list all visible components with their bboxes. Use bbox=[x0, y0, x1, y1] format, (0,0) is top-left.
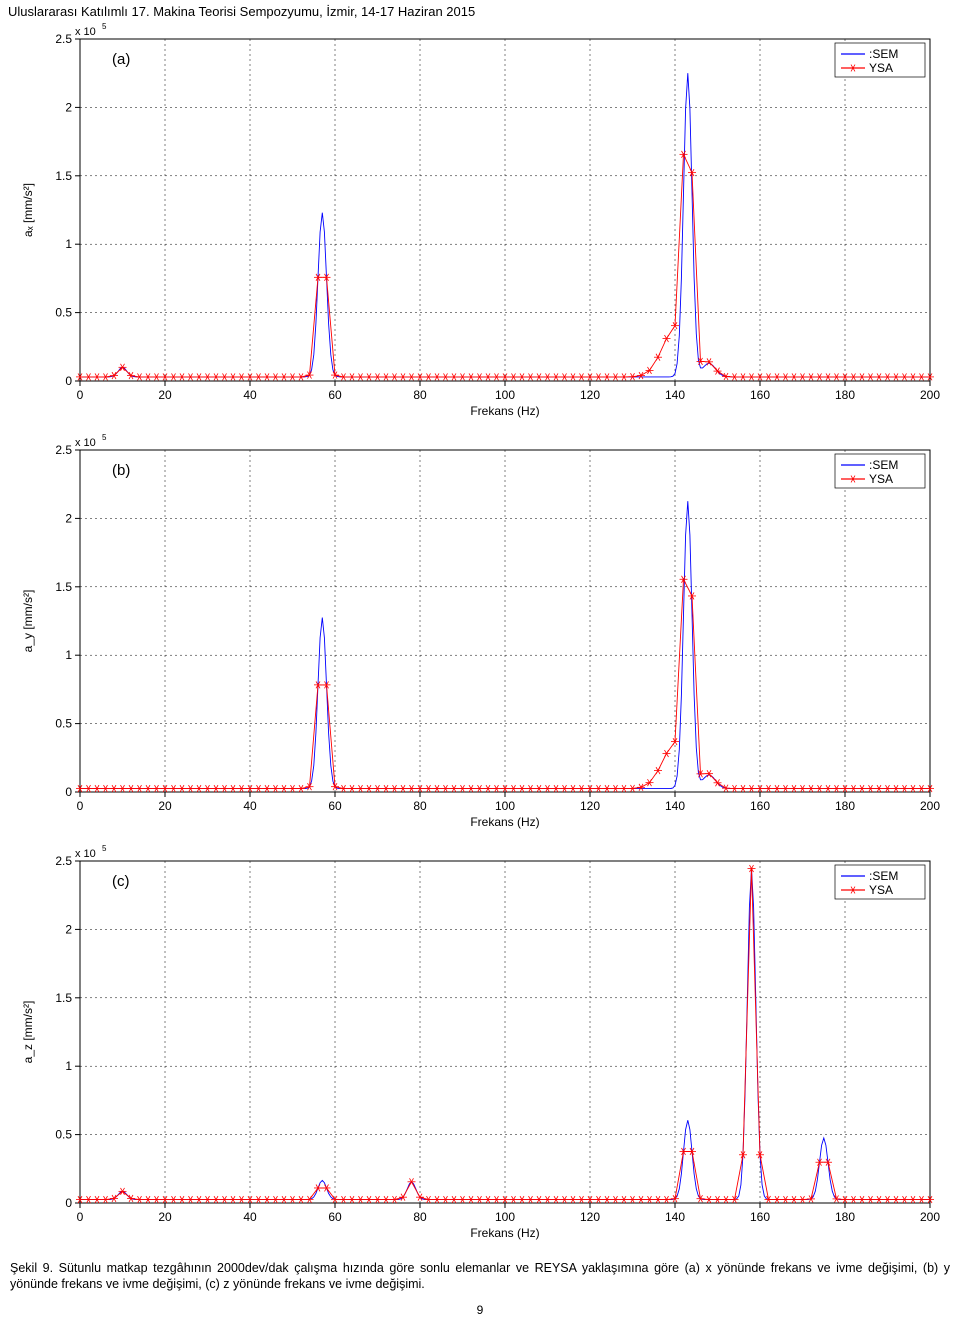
xtick-label: 140 bbox=[665, 799, 685, 813]
ytick-label: 2.5 bbox=[55, 854, 72, 868]
xtick-label: 120 bbox=[580, 1210, 600, 1224]
legend-sem-label: :SEM bbox=[869, 869, 898, 883]
y-axis-exponent-sup: 5 bbox=[102, 22, 107, 31]
ytick-label: 2 bbox=[65, 922, 72, 936]
chart-panel-c: 0 20 40 60 80 100 120 140 160 180 200 0 0.5 1 1.5 2 2.5 F… bbox=[10, 843, 950, 1243]
legend: :SEM YSA bbox=[835, 454, 925, 488]
xtick-label: 100 bbox=[495, 799, 515, 813]
xtick-label: 60 bbox=[328, 388, 342, 402]
xtick-label: 80 bbox=[413, 388, 427, 402]
ytick-label: 0 bbox=[65, 1196, 72, 1210]
ytick-label: 2 bbox=[65, 100, 72, 114]
xtick-label: 180 bbox=[835, 388, 855, 402]
xtick-label: 40 bbox=[243, 1210, 257, 1224]
xtick-label: 80 bbox=[413, 1210, 427, 1224]
xtick-label: 100 bbox=[495, 1210, 515, 1224]
y-axis-exponent-sup: 5 bbox=[102, 844, 107, 853]
y-axis-exponent-sup: 5 bbox=[102, 433, 107, 442]
legend-ysa-label: YSA bbox=[869, 61, 893, 75]
ytick-label: 0.5 bbox=[55, 1128, 72, 1142]
ytick-label: 1.5 bbox=[55, 991, 72, 1005]
xtick-label: 140 bbox=[665, 1210, 685, 1224]
ytick-label: 1 bbox=[65, 1059, 72, 1073]
xtick-label: 180 bbox=[835, 1210, 855, 1224]
xtick-label: 60 bbox=[328, 799, 342, 813]
ytick-label: 2.5 bbox=[55, 443, 72, 457]
xtick-label: 160 bbox=[750, 1210, 770, 1224]
charts-container: 02040608010012014016018020000.511.522.5F… bbox=[0, 21, 960, 1248]
xtick-label: 160 bbox=[750, 388, 770, 402]
y-axis-label: a_y [mm/s²] bbox=[21, 590, 35, 653]
chart-panel-b: 0 20 40 60 80 100 120 140 160 180 200 0 0.5 1 1.5 2 2.5 F… bbox=[10, 432, 950, 832]
panel-label-c: (c) bbox=[112, 873, 130, 890]
ytick-label: 1 bbox=[65, 237, 72, 251]
xtick-label: 60 bbox=[328, 1210, 342, 1224]
figure-caption: Şekil 9. Sütunlu matkap tezgâhının 2000d… bbox=[0, 1254, 960, 1297]
ytick-label: 0.5 bbox=[55, 717, 72, 731]
xtick-label: 40 bbox=[243, 799, 257, 813]
y-axis-exponent: x 10 bbox=[75, 848, 96, 860]
xtick-label: 100 bbox=[495, 388, 515, 402]
xtick-label: 40 bbox=[243, 388, 257, 402]
xtick-label: 0 bbox=[77, 388, 84, 402]
legend-sem-label: :SEM bbox=[869, 458, 898, 472]
xtick-label: 20 bbox=[158, 388, 172, 402]
x-axis-label: Frekans (Hz) bbox=[470, 1226, 539, 1240]
panel-label-a: (a) bbox=[112, 51, 130, 68]
chart-wrap-c: 0 20 40 60 80 100 120 140 160 180 200 0 0.5 1 1.5 2 2.5 F… bbox=[10, 843, 950, 1248]
y-axis-label: a_z [mm/s²] bbox=[21, 1001, 35, 1064]
xtick-label: 200 bbox=[920, 1210, 940, 1224]
ytick-label: 0 bbox=[65, 785, 72, 799]
ytick-label: 1.5 bbox=[55, 580, 72, 594]
chart-panel-a: 0 20 40 60 80 100 120 140 160 180 200 0 0.5 1 1.5 2 2.5 F… bbox=[10, 21, 950, 421]
legend-ysa-label: YSA bbox=[869, 883, 893, 897]
xtick-label: 0 bbox=[77, 799, 84, 813]
xtick-label: 140 bbox=[665, 388, 685, 402]
ytick-label: 0 bbox=[65, 374, 72, 388]
x-axis-label: Frekans (Hz) bbox=[470, 815, 539, 829]
ytick-label: 1.5 bbox=[55, 169, 72, 183]
ytick-label: 2 bbox=[65, 511, 72, 525]
xtick-label: 200 bbox=[920, 799, 940, 813]
ytick-label: 2.5 bbox=[55, 32, 72, 46]
xtick-label: 120 bbox=[580, 388, 600, 402]
ytick-label: 0.5 bbox=[55, 306, 72, 320]
xtick-label: 20 bbox=[158, 1210, 172, 1224]
xtick-label: 0 bbox=[77, 1210, 84, 1224]
legend: :SEM YSA bbox=[835, 865, 925, 899]
legend-ysa-label: YSA bbox=[869, 472, 893, 486]
legend: :SEM YSA bbox=[835, 43, 925, 77]
y-axis-exponent: x 10 bbox=[75, 437, 96, 449]
page-number: 9 bbox=[0, 1297, 960, 1317]
xtick-label: 200 bbox=[920, 388, 940, 402]
page-container: Uluslararası Katılımlı 17. Makina Teoris… bbox=[0, 0, 960, 1317]
y-axis-exponent: x 10 bbox=[75, 26, 96, 38]
chart-wrap-b: 0 20 40 60 80 100 120 140 160 180 200 0 0.5 1 1.5 2 2.5 F… bbox=[10, 432, 950, 837]
xtick-label: 120 bbox=[580, 799, 600, 813]
x-axis-label: Frekans (Hz) bbox=[470, 404, 539, 418]
xtick-label: 160 bbox=[750, 799, 770, 813]
ytick-label: 1 bbox=[65, 648, 72, 662]
panel-label-b: (b) bbox=[112, 462, 130, 479]
xtick-label: 80 bbox=[413, 799, 427, 813]
page-header: Uluslararası Katılımlı 17. Makina Teoris… bbox=[0, 0, 960, 21]
xtick-label: 180 bbox=[835, 799, 855, 813]
xtick-label: 20 bbox=[158, 799, 172, 813]
legend-sem-label: :SEM bbox=[869, 47, 898, 61]
y-axis-label: aₓ [mm/s²] bbox=[21, 183, 35, 237]
chart-wrap-a: 0 20 40 60 80 100 120 140 160 180 200 0 0.5 1 1.5 2 2.5 F… bbox=[10, 21, 950, 426]
